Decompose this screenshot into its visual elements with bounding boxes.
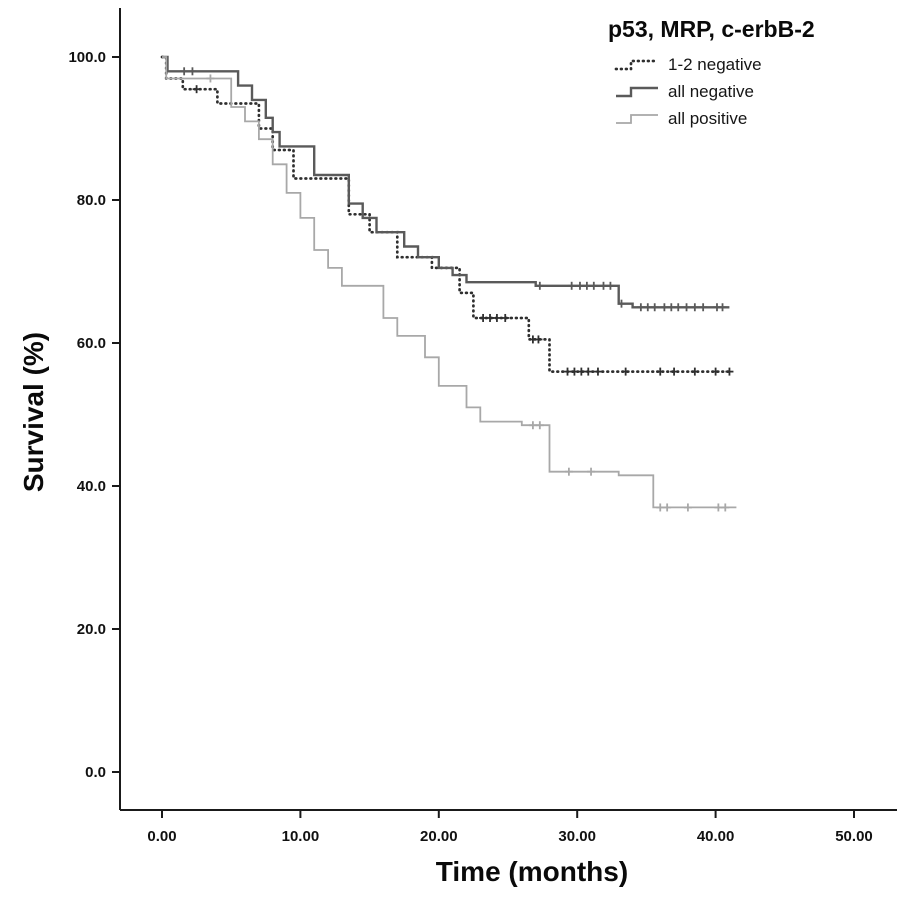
x-tick-label: 50.00 xyxy=(835,828,873,845)
censor-marks-all-positive xyxy=(206,74,730,512)
legend-line-sample-icon xyxy=(616,113,658,124)
legend-item-label: all positive xyxy=(668,108,748,128)
legend: p53, MRP, c-erbB-2 1-2 negative all negat… xyxy=(608,16,900,132)
y-tick-label: 0.0 xyxy=(85,764,106,781)
legend-item-label: all negative xyxy=(668,81,755,101)
chart-title: p53, MRP, c-erbB-2 xyxy=(608,16,815,42)
survival-curve-all-positive xyxy=(162,56,737,509)
y-tick-label: 100.0 xyxy=(68,49,106,66)
y-axis-label: Survival (%) xyxy=(18,331,49,493)
x-tick-label: 40.00 xyxy=(697,828,735,845)
x-tick-label: 10.00 xyxy=(282,828,320,845)
y-tick-label: 80.0 xyxy=(77,192,106,209)
survival-curve-all-negative xyxy=(162,55,730,309)
legend-item: all negative xyxy=(614,78,900,105)
legend-line-sample-icon xyxy=(614,59,660,70)
censor-marks-all-negative xyxy=(180,67,727,312)
x-tick-label: 30.00 xyxy=(558,828,596,845)
censor-marks-1-2-negative xyxy=(192,85,734,376)
y-tick-label: 40.0 xyxy=(77,478,106,495)
y-tick-label: 20.0 xyxy=(77,621,106,638)
legend-item-label: 1-2 negative xyxy=(668,54,762,74)
legend-item: all positive xyxy=(614,105,900,132)
x-tick-label: 20.00 xyxy=(420,828,458,845)
y-tick-label: 60.0 xyxy=(77,335,106,352)
legend-items: 1-2 negative all negative all positive xyxy=(608,51,900,132)
x-tick-label: 0.00 xyxy=(147,828,176,845)
legend-item: 1-2 negative xyxy=(614,51,900,78)
legend-line-sample-icon xyxy=(616,86,658,97)
x-axis-label: Time (months) xyxy=(435,856,629,887)
